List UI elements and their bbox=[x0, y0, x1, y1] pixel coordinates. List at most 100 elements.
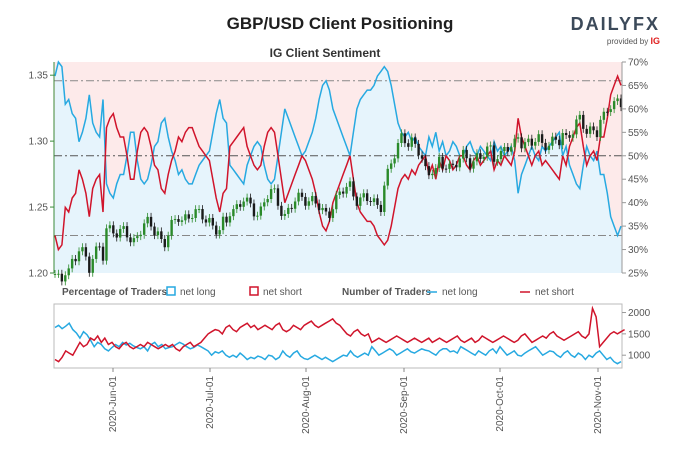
candle-body bbox=[132, 238, 136, 243]
candle-body bbox=[379, 204, 383, 212]
candle-body bbox=[53, 273, 57, 275]
candle-body bbox=[362, 193, 365, 198]
candle-body bbox=[527, 138, 530, 143]
candle-body bbox=[153, 226, 156, 236]
price-tick-label: 1.25 bbox=[29, 203, 49, 214]
candle-body bbox=[77, 251, 81, 262]
candle-body bbox=[606, 111, 609, 113]
candle-body bbox=[142, 223, 146, 235]
candle-body bbox=[595, 130, 599, 138]
candle-body bbox=[94, 246, 98, 259]
candle-body bbox=[355, 196, 359, 206]
candle-body bbox=[427, 166, 431, 176]
candle-body bbox=[235, 204, 239, 210]
candle-body bbox=[290, 207, 293, 209]
candle-body bbox=[287, 207, 290, 214]
candle-body bbox=[317, 203, 321, 211]
candle-body bbox=[304, 196, 307, 206]
candle-body bbox=[263, 202, 266, 207]
candle-body bbox=[160, 231, 163, 240]
legend-count-heading: Number of Traders bbox=[342, 287, 431, 298]
candle-body bbox=[468, 158, 472, 169]
candle-body bbox=[575, 119, 578, 135]
pct-tick-label: 40% bbox=[628, 198, 648, 209]
candle-body bbox=[424, 158, 427, 167]
candle-body bbox=[492, 145, 496, 162]
candle-body bbox=[530, 138, 534, 146]
legend-count-short: net short bbox=[535, 287, 574, 298]
candle-body bbox=[616, 98, 619, 102]
candle-body bbox=[105, 228, 108, 261]
net-long-pct-line bbox=[54, 60, 622, 238]
legend-pct-long: net long bbox=[180, 287, 216, 298]
candle-body bbox=[585, 128, 588, 134]
candle-body bbox=[407, 143, 410, 147]
candle-body bbox=[163, 239, 166, 248]
candle-body bbox=[564, 132, 568, 136]
candle-body bbox=[98, 246, 101, 248]
candle-body bbox=[578, 114, 582, 120]
candle-body bbox=[201, 209, 204, 220]
pct-tick-label: 60% bbox=[628, 104, 648, 115]
candle-body bbox=[57, 273, 60, 275]
candle-body bbox=[228, 216, 232, 223]
candle-body bbox=[417, 143, 420, 156]
candle-body bbox=[64, 275, 67, 282]
candle-body bbox=[506, 146, 509, 152]
count-tick-label: 1000 bbox=[628, 351, 651, 362]
candle-body bbox=[431, 173, 434, 176]
brand-wordmark: DAILYFX bbox=[570, 14, 660, 34]
candle-body bbox=[108, 225, 112, 229]
candle-body bbox=[413, 137, 417, 144]
x-tick-label: 2020-Jul-01 bbox=[205, 376, 216, 429]
candle-body bbox=[177, 219, 180, 222]
brand-sub: provided by IG bbox=[571, 36, 660, 46]
candle-body bbox=[475, 153, 479, 162]
candle-body bbox=[359, 197, 362, 206]
pct-tick-label: 35% bbox=[628, 222, 648, 233]
candle-body bbox=[582, 114, 585, 129]
x-tick-label: 2020-Sep-01 bbox=[399, 376, 410, 434]
legend-long-swatch bbox=[166, 286, 176, 296]
candle-body bbox=[602, 111, 606, 120]
price-tick-label: 1.20 bbox=[29, 269, 49, 280]
candle-body bbox=[465, 149, 468, 159]
candle-body bbox=[609, 109, 612, 113]
candle-body bbox=[321, 207, 324, 211]
candle-body bbox=[554, 136, 558, 140]
candle-body bbox=[434, 168, 437, 174]
legend-count-long: net long bbox=[442, 287, 478, 298]
candle-body bbox=[372, 198, 376, 203]
candle-body bbox=[276, 188, 280, 206]
candle-body bbox=[365, 193, 369, 202]
candle-body bbox=[410, 137, 413, 147]
candle-body bbox=[345, 186, 348, 194]
candle-body bbox=[341, 191, 345, 194]
candle-body bbox=[218, 230, 221, 235]
pct-tick-label: 30% bbox=[628, 245, 648, 256]
candle-body bbox=[331, 209, 335, 218]
candle-body bbox=[338, 191, 341, 195]
candle-body bbox=[486, 146, 489, 157]
candle-body bbox=[324, 207, 328, 212]
candle-body bbox=[70, 258, 74, 269]
candle-body bbox=[170, 219, 173, 236]
candle-body bbox=[91, 258, 94, 273]
candle-body bbox=[444, 168, 448, 170]
pct-tick-label: 65% bbox=[628, 81, 648, 92]
candle-body bbox=[551, 136, 554, 146]
candle-body bbox=[221, 216, 225, 231]
x-tick-label: 2020-Aug-01 bbox=[301, 376, 312, 434]
candle-body bbox=[520, 137, 523, 149]
candle-body bbox=[489, 145, 492, 147]
candle-body bbox=[269, 189, 273, 200]
candle-body bbox=[259, 206, 263, 216]
x-tick-label: 2020-Oct-01 bbox=[495, 376, 506, 432]
brand-sub-text: provided by bbox=[606, 37, 649, 46]
candle-body bbox=[74, 258, 77, 262]
candle-body bbox=[173, 219, 177, 221]
candle-body bbox=[352, 181, 355, 197]
candle-body bbox=[146, 216, 149, 224]
candle-body bbox=[462, 149, 465, 159]
